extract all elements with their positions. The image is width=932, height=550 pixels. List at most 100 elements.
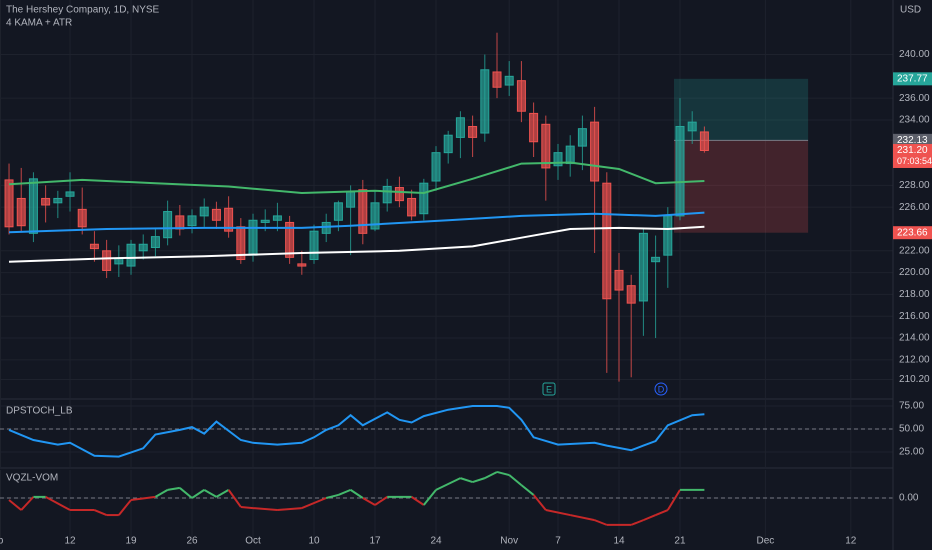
- candle-body: [492, 71, 502, 88]
- x-tick-label: 26: [186, 536, 198, 547]
- x-tick-label: 19: [125, 536, 137, 547]
- candle-body: [248, 219, 258, 256]
- x-tick-label: 12: [845, 536, 857, 547]
- indicator-segment: [167, 486, 180, 491]
- indicator-segment: [215, 489, 230, 498]
- price-tag-label: 237.77: [897, 73, 928, 84]
- y-tick-label: 234.00: [899, 115, 930, 126]
- indicator-segment: [350, 489, 364, 499]
- indicator-segment: [130, 495, 156, 501]
- indicator-segment: [472, 477, 486, 483]
- candle-body: [480, 69, 490, 134]
- candle-body: [687, 121, 697, 132]
- indicator-segment: [460, 477, 473, 483]
- candle-body: [224, 207, 234, 232]
- candle-body: [663, 215, 673, 256]
- indicator-segment: [118, 499, 132, 516]
- indicator-segment: [362, 497, 376, 506]
- candle-body: [138, 243, 148, 252]
- candle-body: [4, 179, 14, 228]
- candle-body: [187, 215, 197, 227]
- candle-body: [346, 191, 356, 208]
- candle-body: [602, 182, 612, 300]
- indicator-segment: [154, 489, 169, 498]
- y-tick-label: 216.00: [899, 311, 930, 322]
- candle-body: [297, 263, 307, 267]
- y-tick-label: 0.00: [899, 493, 919, 504]
- candle-body: [358, 189, 368, 234]
- indicator-segment: [374, 496, 388, 506]
- y-tick-label: 25.00: [899, 447, 924, 458]
- indicator-segment: [570, 514, 595, 522]
- kama-line: [8, 225, 705, 263]
- y-tick-label: 226.00: [899, 202, 930, 213]
- price-tag: [893, 226, 932, 240]
- candle-body: [516, 80, 526, 112]
- marks: [0, 32, 893, 526]
- x-tick-label: 12: [64, 536, 76, 547]
- candle-body: [77, 208, 87, 228]
- candle-body: [419, 182, 429, 215]
- candle-body: [102, 250, 112, 271]
- candle-body: [590, 121, 600, 182]
- candle-body: [614, 269, 624, 291]
- candle-body: [504, 75, 514, 86]
- indicator-segment: [252, 507, 278, 512]
- x-tick-label: 14: [613, 536, 625, 547]
- x-tick-label: 17: [369, 536, 381, 547]
- candle-body: [699, 131, 709, 151]
- indicator-segment: [435, 477, 461, 491]
- y-tick-label: 212.00: [899, 354, 930, 365]
- candle-body: [309, 230, 319, 261]
- candle-body: [272, 215, 282, 221]
- price-tag: [893, 143, 932, 168]
- candle-body: [577, 128, 587, 147]
- kama-line: [8, 211, 705, 234]
- candle-body: [638, 232, 648, 302]
- indicator-segment: [423, 489, 437, 506]
- x-tick-label: Nov: [500, 536, 518, 547]
- loss-zone: [673, 140, 809, 233]
- candle-body: [651, 256, 661, 263]
- indicator-segment: [655, 509, 669, 517]
- candle-body: [382, 185, 392, 204]
- candle-body: [675, 125, 685, 217]
- y-tick-label: 220.00: [899, 267, 930, 278]
- indicator-segment: [520, 484, 535, 496]
- labels: The Hershey Company, 1D, NYSE 4 KAMA + A…: [0, 5, 932, 547]
- candle-body: [529, 112, 539, 143]
- kama-line: [8, 161, 705, 195]
- candle-body: [553, 152, 563, 167]
- candle-body: [175, 215, 185, 230]
- price-tag-label: 232.13: [897, 135, 928, 146]
- indicator-segment: [325, 493, 339, 499]
- indicator-segment: [277, 507, 302, 512]
- candle-body: [407, 197, 417, 217]
- x-tick-label: 24: [430, 536, 442, 547]
- indicator-segment: [203, 489, 217, 498]
- candle-body: [16, 197, 26, 227]
- candle-body: [455, 117, 465, 138]
- chart-title: The Hershey Company, 1D, NYSE: [6, 5, 160, 16]
- y-tick-label: 50.00: [899, 424, 924, 435]
- y-tick-label: 210.20: [899, 374, 930, 385]
- indicator-segment: [94, 509, 108, 517]
- y-tick-label: 228.00: [899, 180, 930, 191]
- candle-body: [114, 257, 124, 265]
- candle-body: [333, 202, 343, 221]
- indicator-segment: [484, 471, 498, 480]
- candle-body: [468, 125, 478, 138]
- price-tag-label: 231.20: [897, 145, 928, 156]
- indicator-segment: [666, 489, 681, 511]
- indicator-segment: [338, 488, 351, 496]
- x-tick-label: 10: [308, 536, 320, 547]
- candle-body: [150, 236, 160, 249]
- candle-body: [236, 226, 246, 261]
- x-tick-label: p: [0, 536, 4, 547]
- panel-title: VQZL-VOM: [6, 473, 58, 484]
- indicator-segment: [179, 487, 193, 499]
- y-tick-label: 240.00: [899, 49, 930, 60]
